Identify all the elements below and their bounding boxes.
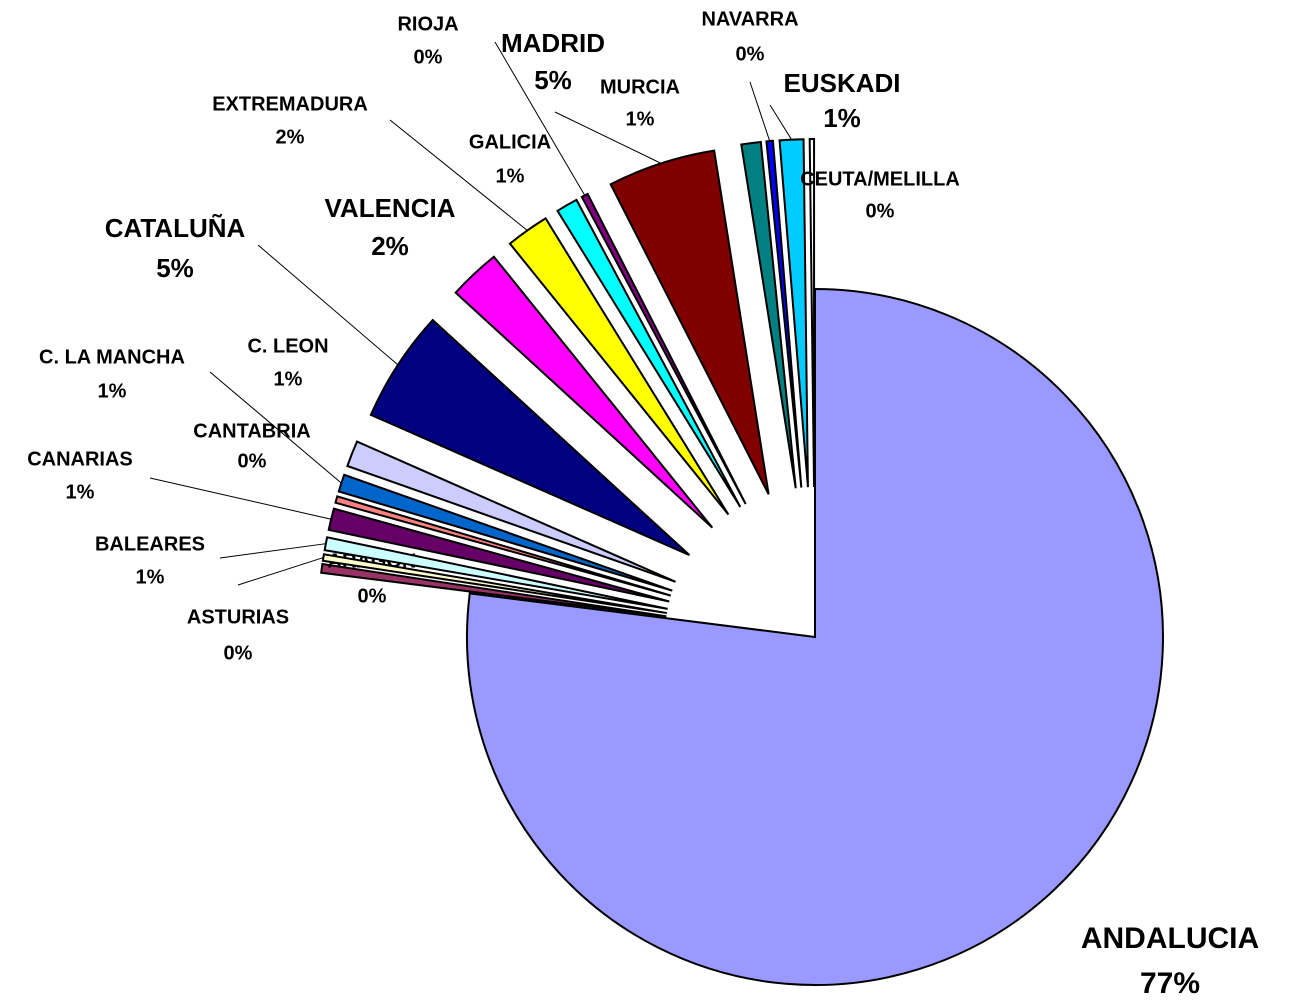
leader-line <box>554 111 662 164</box>
slice-label: CATALUÑA <box>105 213 246 243</box>
leader-line <box>237 557 324 586</box>
slice-value-label: 1% <box>496 165 525 187</box>
slice-label: ANDALUCIA <box>1081 922 1259 955</box>
pie-slice <box>320 562 667 618</box>
slice-value-label: 1% <box>274 368 303 390</box>
slice-value-label: 1% <box>98 380 127 402</box>
slice-label: GALICIA <box>469 131 551 153</box>
pie-slice <box>740 140 797 489</box>
slice-value-label: 2% <box>371 231 409 261</box>
slice-value-label: 0% <box>414 46 443 68</box>
slice-value-label: 5% <box>156 253 194 283</box>
slice-value-label: 0% <box>358 585 387 607</box>
pie-slice <box>466 287 1164 986</box>
slice-label: C. LA MANCHA <box>39 346 185 368</box>
slice-label: BALEARES <box>95 533 205 555</box>
pie-slice <box>323 536 668 610</box>
pie-slice <box>778 138 809 488</box>
slice-label: VALENCIA <box>325 193 456 223</box>
slice-value-label: 0% <box>224 642 253 664</box>
slice-value-label: 1% <box>626 108 655 130</box>
leader-line <box>257 244 399 366</box>
slice-value-label: 2% <box>276 126 305 148</box>
pie-slice <box>556 198 742 508</box>
slice-value-label: 5% <box>534 65 572 95</box>
slice-value-label: 0% <box>736 43 765 65</box>
leader-line <box>494 41 586 196</box>
slice-value-label: 1% <box>823 103 861 133</box>
pie-slice <box>808 138 816 488</box>
slice-label: EXTREMADURA <box>212 93 368 115</box>
slice-label: NAVARRA <box>701 8 798 30</box>
slice-label: CANTABRIA <box>193 420 310 442</box>
slice-value-label: 0% <box>238 450 267 472</box>
slice-label: C. LEON <box>247 335 328 357</box>
slice-label: MADRID <box>501 28 605 58</box>
slice-label: RIOJA <box>397 13 458 35</box>
leader-line <box>149 477 332 520</box>
slice-value-label: 1% <box>136 566 165 588</box>
leader-line <box>389 119 528 231</box>
leader-line <box>209 371 342 484</box>
pie-slice <box>334 495 672 597</box>
slice-value-label: 77% <box>1140 967 1200 1000</box>
slice-label: ASTURIAS <box>187 606 289 628</box>
slice-value-label: 0% <box>866 200 895 222</box>
pie-slice <box>454 255 714 529</box>
pie-slice <box>337 473 673 592</box>
slice-label: CANARIAS <box>27 448 133 470</box>
slice-value-label: 1% <box>66 481 95 503</box>
leader-line <box>219 543 326 559</box>
slice-label: CEUTA/MELILLA <box>800 168 960 190</box>
leader-line <box>749 81 771 142</box>
leader-line <box>769 104 792 140</box>
slice-label: MURCIA <box>600 76 680 98</box>
slice-label: EUSKADI <box>783 68 900 98</box>
pie-slice <box>346 440 676 583</box>
